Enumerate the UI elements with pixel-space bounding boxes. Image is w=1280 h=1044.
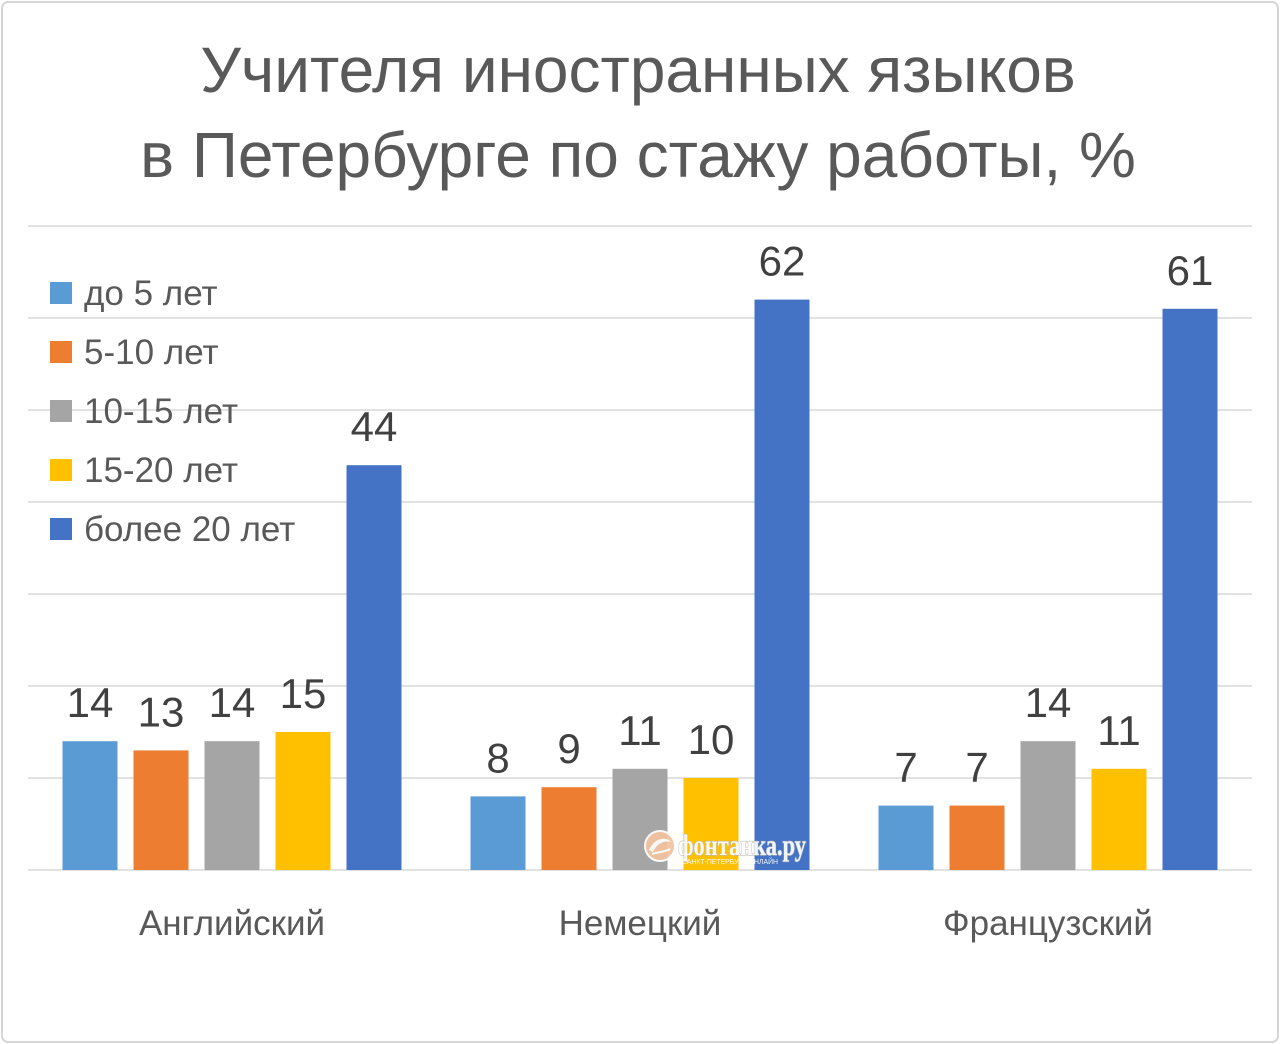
legend-label: более 20 лет (84, 510, 295, 549)
data-label: 61 (1167, 247, 1214, 294)
category-label: Английский (139, 904, 325, 943)
category-axis: Английский Немецкий Французский (139, 904, 1153, 943)
data-label: 11 (1097, 707, 1141, 754)
chart-title: Учителя иностранных языков в Петербурге … (140, 34, 1136, 191)
data-label: 14 (209, 679, 256, 726)
legend-item: 15-20 лет (50, 451, 238, 490)
bar (275, 732, 331, 870)
legend-swatch (50, 518, 72, 540)
data-label: 10 (688, 716, 735, 763)
data-labels: 14 8 7 13 9 7 14 11 14 15 10 11 44 62 61 (67, 238, 1214, 791)
bar (1020, 741, 1076, 870)
bar (1162, 308, 1218, 870)
bar (62, 741, 118, 870)
legend-item: более 20 лет (50, 510, 295, 549)
bars (62, 299, 1218, 871)
watermark-tagline: САНКТ-ПЕТЕРБУРГ ОНЛАЙН (682, 857, 778, 866)
data-label: 7 (894, 744, 917, 791)
legend-item: до 5 лет (50, 274, 218, 313)
data-label: 44 (351, 403, 398, 450)
category-label: Немецкий (559, 904, 722, 943)
data-label: 13 (138, 688, 185, 735)
bar (470, 796, 526, 870)
data-label: 8 (486, 734, 509, 781)
bar (683, 778, 739, 870)
legend-swatch (50, 282, 72, 304)
bar (949, 805, 1005, 870)
data-label: 9 (557, 725, 580, 772)
data-label: 62 (759, 238, 806, 285)
data-label: 7 (965, 744, 988, 791)
bar (133, 750, 189, 870)
chart-title-line-2: в Петербурге по стажу работы, % (140, 119, 1136, 191)
bar (541, 787, 597, 870)
legend-item: 5-10 лет (50, 333, 219, 372)
bar (754, 299, 810, 871)
chart-title-line-1: Учителя иностранных языков (200, 34, 1076, 106)
data-label: 15 (280, 670, 327, 717)
data-label: 14 (1025, 679, 1072, 726)
legend: до 5 лет 5-10 лет 10-15 лет 15-20 лет более … (50, 274, 295, 549)
legend-label: 10-15 лет (84, 392, 238, 431)
bar (346, 465, 402, 870)
legend-swatch (50, 400, 72, 422)
watermark-logo-text: фонтанка.ру (678, 829, 806, 862)
legend-label: до 5 лет (84, 274, 218, 313)
legend-swatch (50, 459, 72, 481)
bar (878, 805, 934, 870)
bar (1091, 768, 1147, 870)
bar (204, 741, 260, 870)
data-label: 14 (67, 679, 114, 726)
fontanka-logo-icon (644, 830, 676, 862)
legend-item: 10-15 лет (50, 392, 238, 431)
fontanka-watermark: фонтанка.ру САНКТ-ПЕТЕРБУРГ ОНЛАЙН (644, 828, 807, 866)
category-label: Французский (943, 904, 1153, 943)
legend-swatch (50, 341, 72, 363)
legend-label: 15-20 лет (84, 451, 238, 490)
data-label: 11 (618, 707, 662, 754)
legend-label: 5-10 лет (84, 333, 219, 372)
